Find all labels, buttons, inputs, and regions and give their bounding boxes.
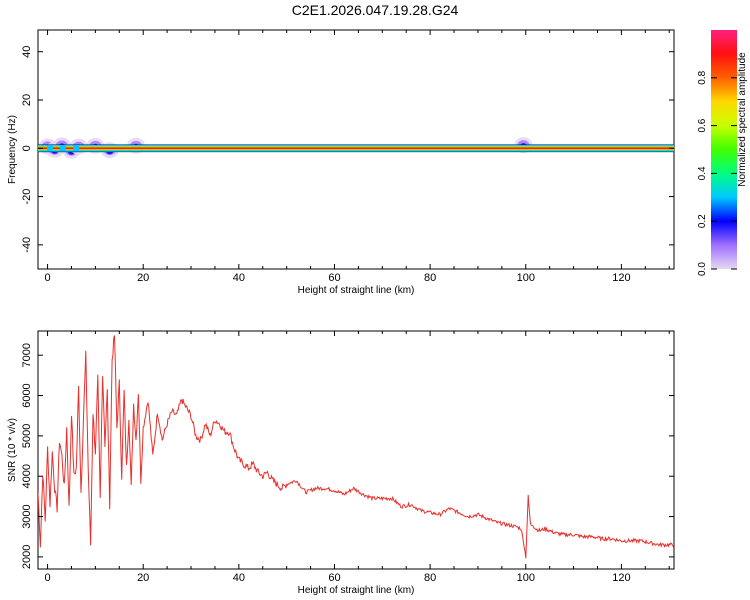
- snr-x-axis-label: Height of straight line (km): [298, 585, 415, 596]
- snr-series-line: [38, 335, 674, 559]
- spectrogram-y-tick-label: 0: [21, 145, 33, 151]
- snr-y-tick-label: 4000: [21, 464, 33, 488]
- spectrogram-y-axis: -40 -20 0 20 40: [21, 46, 674, 253]
- snr-x-tick-label: 60: [328, 572, 340, 584]
- spectrogram-x-tick-label: 80: [424, 272, 436, 284]
- spectrogram-panel: 0 20 40 60 80 100 120 -40 -20 0 20 40 Height of st…: [7, 29, 675, 296]
- snr-x-axis: 0 20 40 60 80 100 120: [45, 331, 670, 584]
- spectrogram-x-tick-label: 100: [517, 272, 535, 284]
- spectrogram-x-tick-label: 120: [612, 272, 630, 284]
- colorbar-gradient: [711, 30, 737, 269]
- spectrogram-band-hotspot: [59, 145, 66, 152]
- snr-x-tick-label: 80: [424, 572, 436, 584]
- snr-content: [38, 335, 674, 559]
- snr-x-tick-label: 0: [45, 572, 51, 584]
- snr-x-tick-label: 100: [517, 572, 535, 584]
- colorbar-tick-label: 0.2: [697, 214, 708, 228]
- spectrogram-y-axis-label: Frequency (Hz): [7, 115, 18, 184]
- snr-x-tick-label: 120: [612, 572, 630, 584]
- snr-frame: [37, 330, 675, 570]
- snr-panel: 0 20 40 60 80 100 120 2000 3000 4000 5000 6000 7000…: [7, 330, 675, 596]
- colorbar-ticks: 0.0 0.2 0.4 0.6 0.8: [697, 70, 737, 276]
- colorbar-tick-label: 0.6: [697, 118, 708, 132]
- spectrogram-y-tick-label: 40: [21, 46, 33, 58]
- spectrogram-x-tick-label: 40: [233, 272, 245, 284]
- spectrogram-x-tick-label: 0: [45, 272, 51, 284]
- spectrogram-x-axis: 0 20 40 60 80 100 120: [45, 30, 670, 284]
- snr-x-tick-label: 20: [137, 572, 149, 584]
- spectrogram-y-tick-label: 20: [21, 94, 33, 106]
- snr-y-tick-label: 5000: [21, 424, 33, 448]
- snr-y-tick-label: 2000: [21, 545, 33, 569]
- snr-y-axis: 2000 3000 4000 5000 6000 7000: [21, 343, 674, 569]
- colorbar-tick-label: 0.4: [697, 166, 708, 180]
- spectrogram-x-tick-label: 20: [137, 272, 149, 284]
- spectrogram-y-tick-label: -20: [21, 189, 33, 205]
- colorbar-tick-label: 0.8: [697, 70, 708, 84]
- spectrogram-x-axis-label: Height of straight line (km): [298, 285, 415, 296]
- colorbar-label: Normalized spectral amplitude: [737, 52, 748, 187]
- spectrogram-band-hotspot: [73, 145, 80, 152]
- spectrogram-band-hotspot: [46, 145, 53, 152]
- page-title: C2E1.2026.047.19.28.G24: [291, 2, 459, 18]
- spectrogram-content: [38, 137, 674, 159]
- snr-y-tick-label: 3000: [21, 504, 33, 528]
- snr-y-axis-label: SNR (10 * v/v): [7, 418, 18, 482]
- snr-y-tick-label: 7000: [21, 343, 33, 367]
- colorbar: 0.0 0.2 0.4 0.6 0.8 Normalized spectral ampl…: [697, 30, 748, 276]
- spectrogram-band-layer: [38, 147, 674, 149]
- spectrogram-x-tick-label: 60: [328, 272, 340, 284]
- colorbar-tick-label: 0.0: [697, 262, 708, 276]
- snr-y-tick-label: 6000: [21, 383, 33, 407]
- spectrogram-y-tick-label: -40: [21, 237, 33, 253]
- snr-x-tick-label: 40: [233, 572, 245, 584]
